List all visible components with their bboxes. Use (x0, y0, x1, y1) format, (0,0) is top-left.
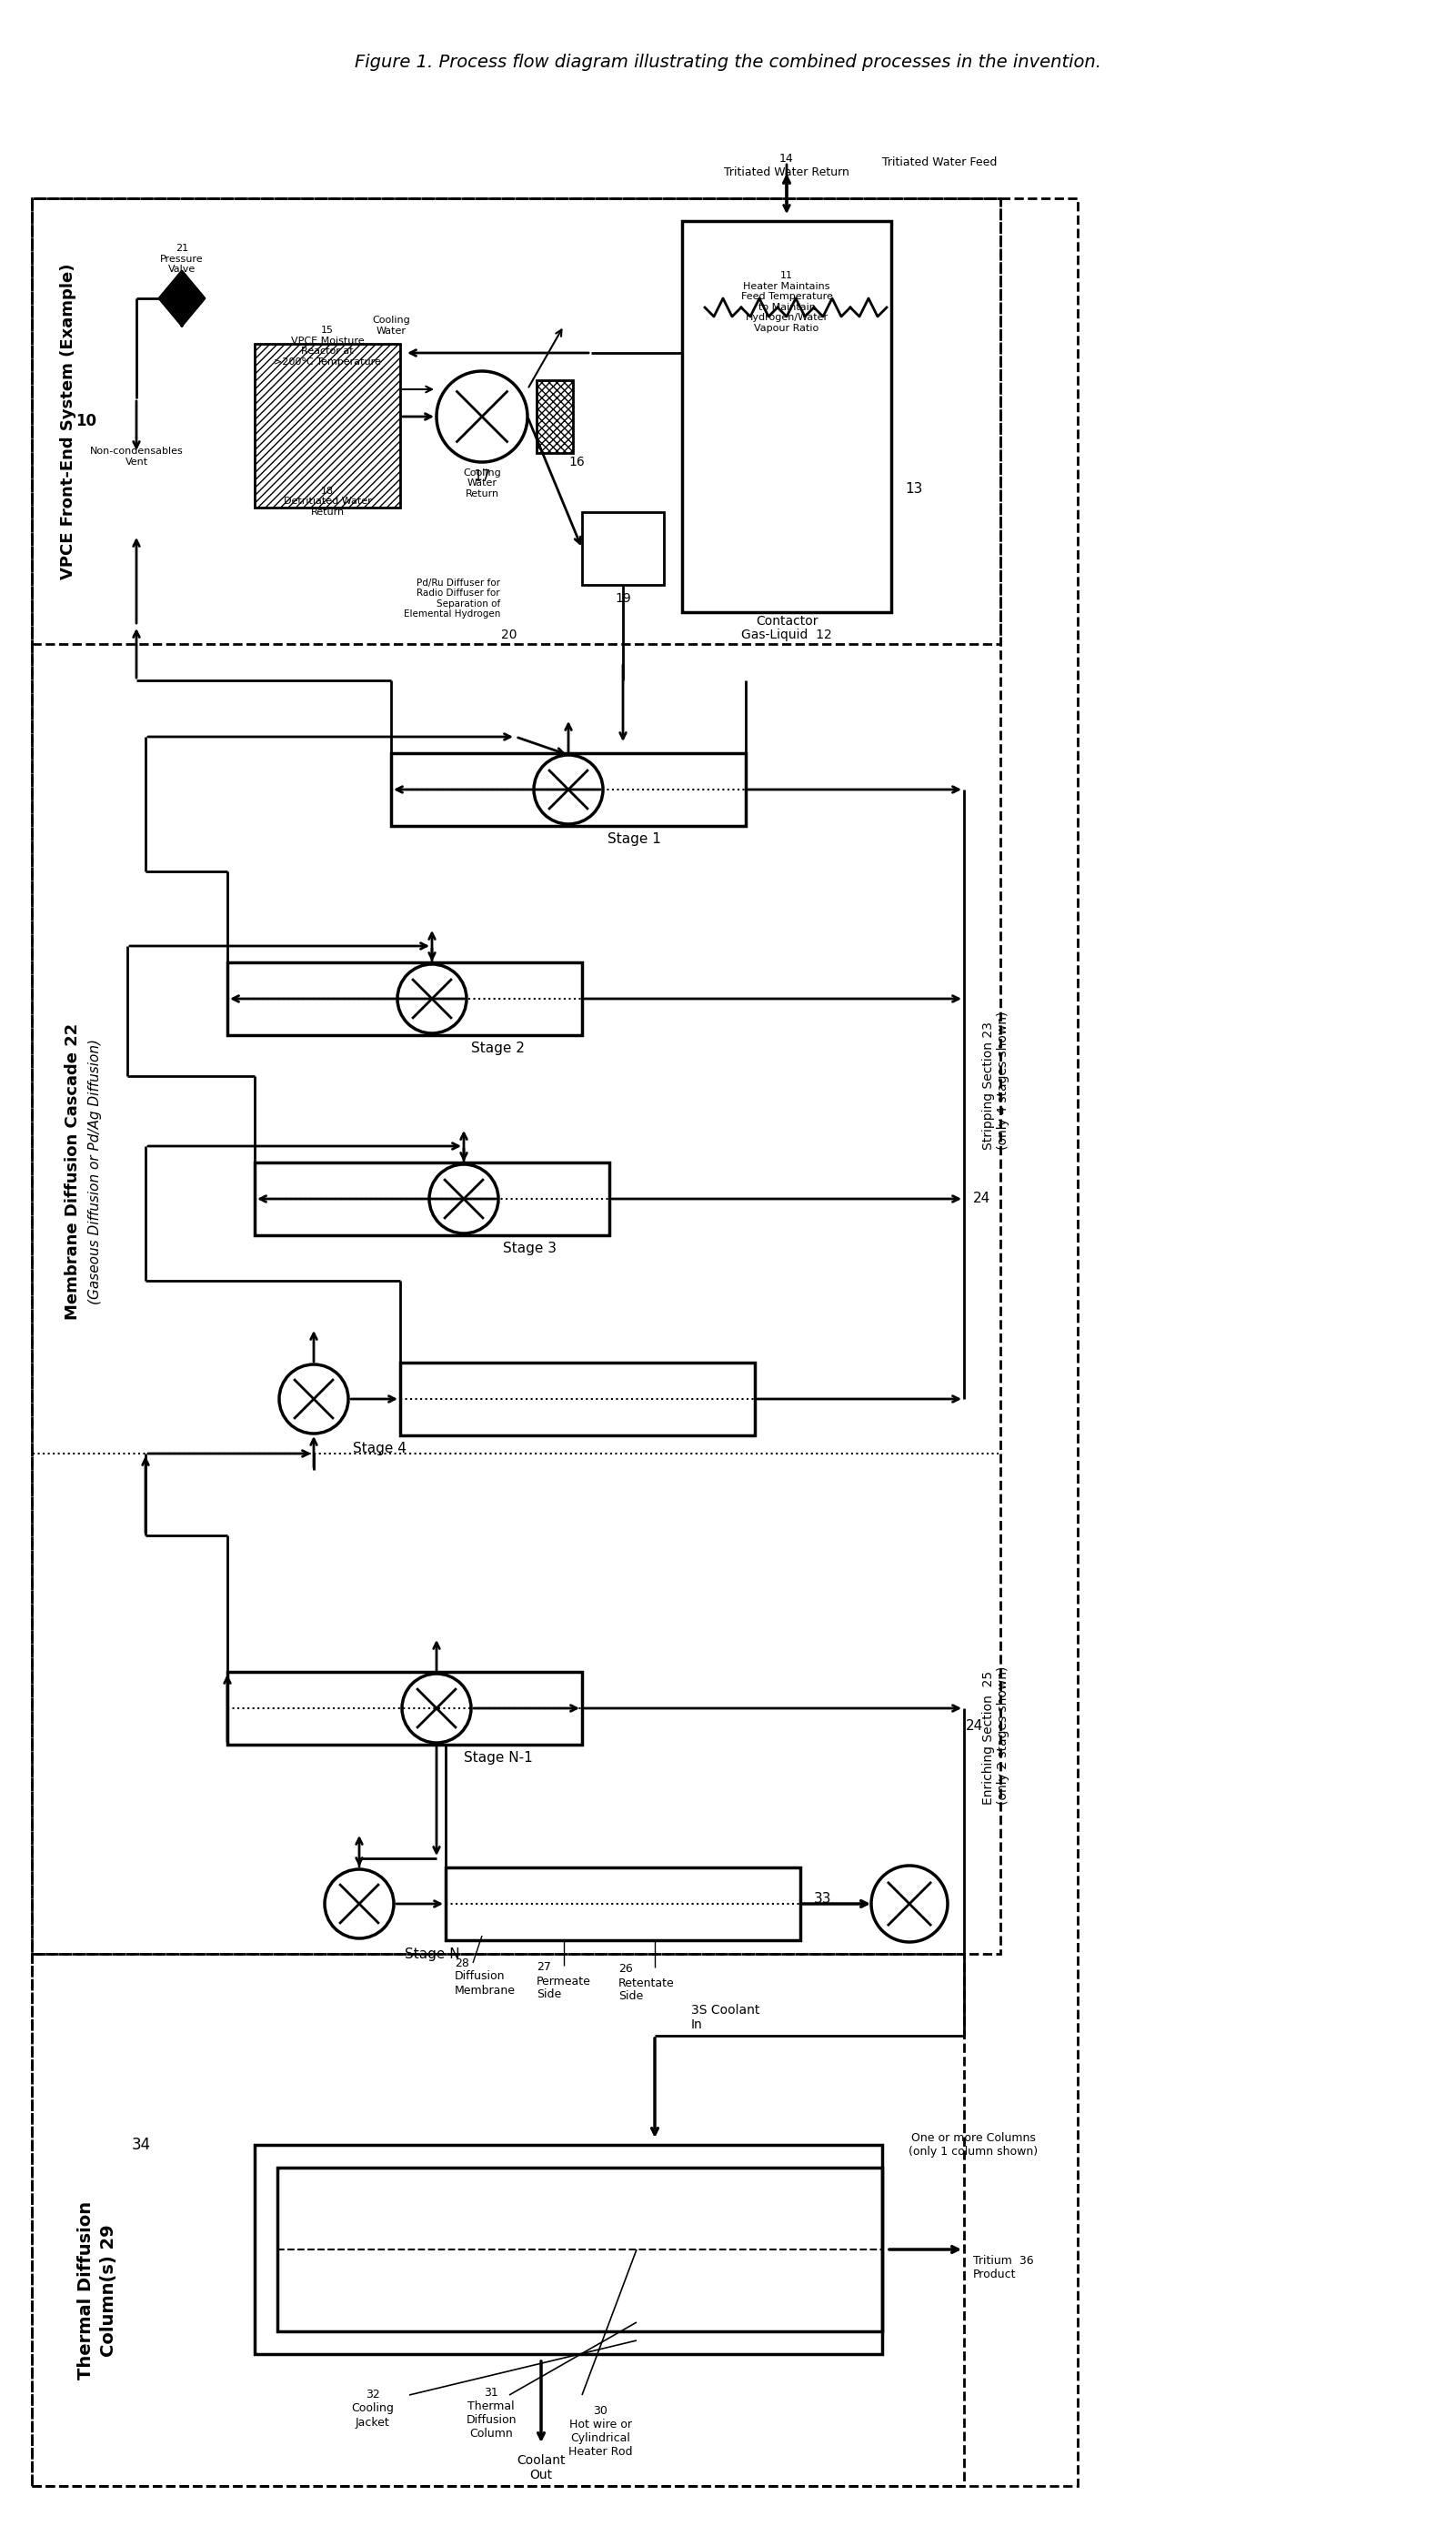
Text: 30
Hot wire or
Cylindrical
Heater Rod: 30 Hot wire or Cylindrical Heater Rod (568, 2404, 632, 2457)
Bar (255, 1161, 609, 1235)
Bar (278, 2168, 882, 2331)
Text: Gas-Liquid  12: Gas-Liquid 12 (741, 629, 831, 642)
Bar (537, 380, 574, 454)
Bar (32, 198, 1000, 644)
Text: Stripping Section 23
(only 4 stages shown): Stripping Section 23 (only 4 stages show… (983, 1012, 1009, 1149)
Text: 33: 33 (814, 1892, 831, 1907)
Text: 17: 17 (473, 469, 491, 482)
Text: 24: 24 (965, 1719, 983, 1732)
Text: Stage 2: Stage 2 (472, 1042, 524, 1055)
Bar (255, 345, 400, 507)
Text: Enriching Section  25
(only 2 stages shown): Enriching Section 25 (only 2 stages show… (983, 1666, 1009, 1806)
Text: Stage N: Stage N (405, 1948, 460, 1960)
Text: 34: 34 (131, 2138, 150, 2153)
Bar (255, 345, 400, 507)
Text: 16: 16 (568, 456, 584, 469)
Text: Tritium  36
Product: Tritium 36 Product (973, 2255, 1034, 2280)
Text: 11
Heater Maintains
Feed Temperature
to Maintain
Hydrogen/Water
Vapour Ratio: 11 Heater Maintains Feed Temperature to … (741, 271, 833, 332)
Text: 32
Cooling
Jacket: 32 Cooling Jacket (351, 2389, 395, 2427)
Bar (537, 380, 574, 454)
Text: 24: 24 (973, 1192, 990, 1205)
Text: 3S Coolant
In: 3S Coolant In (692, 2003, 760, 2031)
Bar (582, 512, 664, 586)
Bar (32, 198, 1000, 1953)
Text: Membrane Diffusion Cascade 22: Membrane Diffusion Cascade 22 (64, 1022, 82, 1319)
Text: Pd/Ru Diffuser for
Radio Diffuser for
Separation of
Elemental Hydrogen: Pd/Ru Diffuser for Radio Diffuser for Se… (403, 578, 501, 619)
Text: 14
Tritiated Water Return: 14 Tritiated Water Return (724, 152, 849, 178)
Text: (Gaseous Diffusion or Pd/Ag Diffusion): (Gaseous Diffusion or Pd/Ag Diffusion) (89, 1040, 102, 1304)
Text: Coolant
Out: Coolant Out (517, 2455, 565, 2483)
Text: Stage N-1: Stage N-1 (464, 1752, 533, 1765)
Text: Column(s) 29: Column(s) 29 (100, 2224, 118, 2356)
Text: 10: 10 (76, 413, 98, 429)
Text: 21
Pressure
Valve: 21 Pressure Valve (160, 243, 204, 274)
Text: 13: 13 (904, 482, 923, 497)
Text: 28
Diffusion
Membrane: 28 Diffusion Membrane (454, 1958, 515, 1996)
Text: 26
Retentate
Side: 26 Retentate Side (619, 1963, 674, 2003)
Bar (392, 753, 745, 827)
Bar (32, 198, 1077, 2485)
Bar (255, 2145, 882, 2353)
Text: 31
Thermal
Diffusion
Column: 31 Thermal Diffusion Column (466, 2386, 517, 2440)
Text: One or more Columns
(only 1 column shown): One or more Columns (only 1 column shown… (909, 2133, 1038, 2158)
Text: Thermal Diffusion: Thermal Diffusion (77, 2201, 95, 2379)
Text: Stage 1: Stage 1 (607, 832, 661, 847)
Text: Contactor: Contactor (756, 614, 818, 626)
Bar (227, 961, 582, 1035)
Bar (681, 221, 891, 611)
Polygon shape (159, 271, 205, 325)
Text: 27
Permeate
Side: 27 Permeate Side (537, 1960, 591, 2001)
Bar (32, 1953, 964, 2485)
Text: 15
VPCE Moisture
Reactor at
>200°C Temperature: 15 VPCE Moisture Reactor at >200°C Tempe… (274, 325, 381, 365)
Bar (227, 1671, 582, 1745)
Text: Tritiated Water Feed: Tritiated Water Feed (882, 157, 997, 167)
Text: Cooling
Water
Return: Cooling Water Return (463, 469, 501, 500)
Text: VPCE Front-End System (Example): VPCE Front-End System (Example) (60, 264, 76, 578)
Text: Stage 3: Stage 3 (502, 1243, 556, 1255)
Text: Cooling
Water: Cooling Water (373, 317, 411, 335)
Text: Non-condensables
Vent: Non-condensables Vent (90, 446, 183, 467)
Text: Stage 4: Stage 4 (352, 1443, 406, 1456)
Text: 18
Detritiated Water
Return: 18 Detritiated Water Return (284, 487, 371, 517)
Text: Figure 1. Process flow diagram illustrating the combined processes in the invent: Figure 1. Process flow diagram illustrat… (354, 53, 1101, 71)
Bar (446, 1866, 801, 1940)
Text: 20: 20 (501, 629, 517, 642)
Bar (400, 1362, 754, 1435)
Text: 19: 19 (614, 593, 630, 606)
